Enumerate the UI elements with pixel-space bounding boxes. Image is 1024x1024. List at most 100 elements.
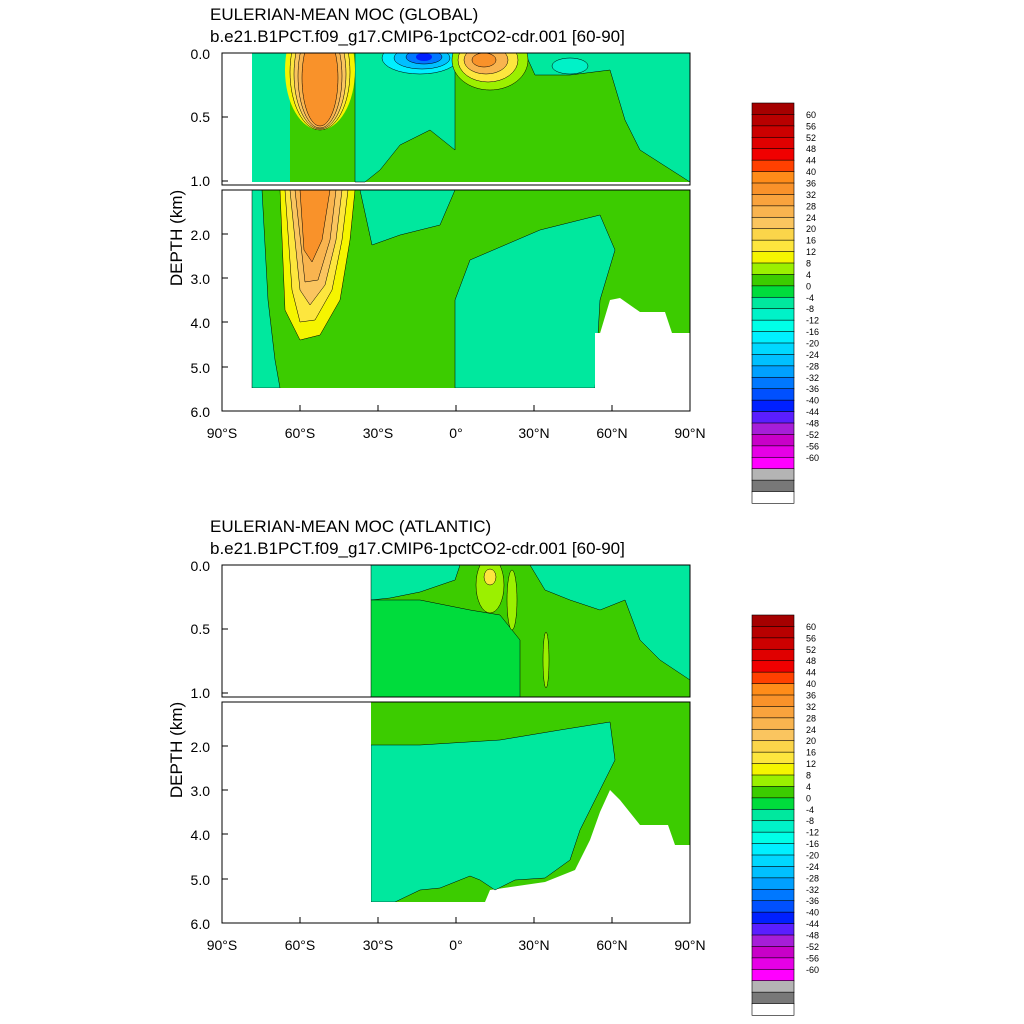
atlantic-colorbar-swatch <box>751 694 795 708</box>
global-xtick-60N: 60°N <box>596 425 627 441</box>
atlantic-colorbar-swatch <box>751 706 795 719</box>
global-colorbar-label: 12 <box>806 247 816 257</box>
global-colorbar-swatch <box>751 102 795 116</box>
atlantic-colorbar-swatch <box>751 991 795 1005</box>
global-colorbar-swatch <box>751 216 795 230</box>
atlantic-ytick-3.0: 3.0 <box>191 783 211 799</box>
atlantic-colorbar-swatch <box>751 831 795 845</box>
atlantic-panel: EULERIAN-MEAN MOC (ATLANTIC) b.e21.B1PCT… <box>167 517 819 1016</box>
atlantic-mid-streak <box>542 631 550 689</box>
atlantic-colorbar-label: 12 <box>806 759 816 769</box>
atlantic-colorbar-label: 52 <box>806 645 816 655</box>
global-ytick-5.0: 5.0 <box>191 360 211 376</box>
atlantic-ytick-1.0: 1.0 <box>191 685 211 701</box>
atlantic-ytick-5.0: 5.0 <box>191 872 211 888</box>
global-colorbar-label: 0 <box>806 281 811 291</box>
atlantic-colorbar-swatch <box>751 717 795 730</box>
global-south-cell-32 <box>301 53 339 127</box>
global-ticks <box>221 52 691 412</box>
atlantic-colorbar-swatch <box>751 797 795 810</box>
global-colorbar-swatch <box>751 445 795 458</box>
global-colorbar-label: -28 <box>806 361 819 371</box>
atlantic-colorbar-swatch <box>751 626 795 639</box>
atlantic-colorbar-swatch <box>751 946 795 959</box>
atlantic-colorbar-swatch <box>751 683 795 696</box>
atlantic-xtick-60S: 60°S <box>285 937 316 953</box>
global-colorbar-label: -8 <box>806 304 814 314</box>
atlantic-colorbar-swatch <box>751 774 795 788</box>
atlantic-colorbar-label: 40 <box>806 679 816 689</box>
global-colorbar-swatch <box>751 479 795 493</box>
global-colorbar-swatch <box>751 388 795 401</box>
global-xtick-30S: 30°S <box>363 425 394 441</box>
atlantic-xtick-90S: 90°S <box>207 937 238 953</box>
global-colorbar-swatch <box>751 354 795 367</box>
global-colorbar-label: 44 <box>806 156 816 166</box>
global-upper-neg-region <box>354 53 456 183</box>
global-upper-north-spot <box>551 57 589 75</box>
global-colorbar-label: 48 <box>806 144 816 154</box>
atlantic-colorbar-label: 4 <box>806 782 811 792</box>
atlantic-colorbar-swatch <box>751 911 795 925</box>
atlantic-colorbar-label: -36 <box>806 896 819 906</box>
global-colorbar-label: 20 <box>806 224 816 234</box>
atlantic-colorbar-label: 60 <box>806 622 816 632</box>
atlantic-trop-pos-8 <box>475 565 505 614</box>
atlantic-colorbar-swatch <box>751 957 795 970</box>
atlantic-colorbar-label: -44 <box>806 919 819 929</box>
global-colorbar-swatch <box>751 434 795 447</box>
atlantic-colorbar-swatch <box>751 648 795 662</box>
atlantic-colorbar-swatch <box>751 671 795 685</box>
global-xticks: 90°S 60°S 30°S 0° 30°N 60°N 90°N <box>207 425 706 441</box>
global-colorbar-label: -4 <box>806 293 814 303</box>
global-trop-pos-32 <box>471 53 497 68</box>
global-xtick-90N: 90°N <box>674 425 705 441</box>
atlantic-colorbar-label: 56 <box>806 633 816 643</box>
global-colorbar-label: -56 <box>806 441 819 451</box>
global-colorbar-label: 24 <box>806 213 816 223</box>
atlantic-upper-field <box>370 565 690 697</box>
atlantic-colorbar-swatch <box>751 820 795 833</box>
atlantic-colorbar: 60565248444036322824201612840-4-8-12-16-… <box>751 614 819 1016</box>
atlantic-ytick-4.0: 4.0 <box>191 827 211 843</box>
global-upper-sw-band <box>252 53 290 182</box>
global-colorbar-label: 40 <box>806 167 816 177</box>
atlantic-colorbar-label: -12 <box>806 828 819 838</box>
global-upper-north-neg <box>524 53 690 183</box>
global-ytick-0.0: 0.0 <box>191 46 211 62</box>
global-xtick-90S: 90°S <box>207 425 238 441</box>
global-colorbar-swatch <box>751 285 795 298</box>
atlantic-colorbar-swatch <box>751 728 795 742</box>
atlantic-colorbar-label: -20 <box>806 851 819 861</box>
global-panel: EULERIAN-MEAN MOC (GLOBAL) b.e21.B1PCT.f… <box>167 5 819 504</box>
global-colorbar-swatch <box>751 194 795 207</box>
atlantic-xtick-30S: 30°S <box>363 937 394 953</box>
global-colorbar-swatch <box>751 308 795 321</box>
atlantic-colorbar-swatch <box>751 614 795 628</box>
atlantic-colorbar-label: 28 <box>806 713 816 723</box>
atlantic-colorbar-label: 44 <box>806 668 816 678</box>
global-upper-field <box>252 53 690 183</box>
atlantic-lower-field <box>222 702 690 923</box>
atlantic-colorbar-label: -52 <box>806 942 819 952</box>
global-colorbar-label: -32 <box>806 373 819 383</box>
global-trop-neg-36 <box>416 53 432 61</box>
global-title: EULERIAN-MEAN MOC (GLOBAL) <box>210 5 478 24</box>
atlantic-colorbar-label: 36 <box>806 691 816 701</box>
atlantic-colorbar-label: 48 <box>806 656 816 666</box>
global-colorbar-label: -60 <box>806 453 819 463</box>
atlantic-colorbar-swatch <box>751 637 795 650</box>
atlantic-colorbar-label: 24 <box>806 725 816 735</box>
global-upper-frame <box>221 52 691 186</box>
atlantic-colorbar-label: -28 <box>806 873 819 883</box>
atlantic-colorbar-swatch <box>751 934 795 948</box>
global-colorbar-label: -52 <box>806 430 819 440</box>
global-colorbar-swatch <box>751 171 795 184</box>
global-colorbar-label: -48 <box>806 419 819 429</box>
atlantic-ylabel: DEPTH (km) <box>167 702 186 798</box>
atlantic-xtick-90N: 90°N <box>674 937 705 953</box>
global-colorbar-swatch <box>751 251 795 264</box>
atlantic-colorbar-swatch <box>751 923 795 936</box>
atlantic-deep-neg-cell <box>370 721 616 903</box>
